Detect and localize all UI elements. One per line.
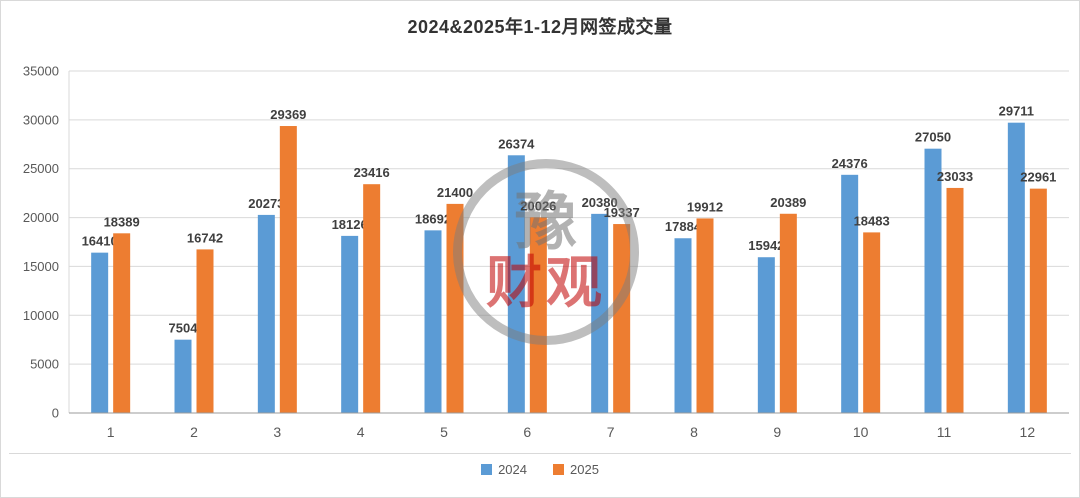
bar-value-label-2024-month-11: 27050: [915, 130, 951, 145]
bar-value-label-2025-month-9: 20389: [770, 195, 806, 210]
bar-2025-month-11: [946, 187, 964, 413]
x-axis-tick-label: 3: [273, 424, 281, 440]
bar-2024-month-2: [174, 339, 192, 413]
bar-2025-month-12: [1029, 188, 1047, 413]
bar-2024-month-9: [757, 257, 775, 413]
bar-value-label-2024-month-3: 20273: [248, 196, 284, 211]
bar-2024-month-4: [341, 235, 359, 413]
legend-item-2025: 2025: [553, 462, 599, 477]
x-axis-tick-label: 7: [607, 424, 615, 440]
bar-value-label-2024-month-9: 15942: [748, 238, 784, 253]
x-axis-tick-label: 9: [773, 424, 781, 440]
bar-2025-month-4: [363, 184, 381, 413]
bar-2024-month-12: [1007, 122, 1025, 413]
bar-value-label-2025-month-12: 22961: [1020, 170, 1056, 185]
bar-2024-month-8: [674, 238, 692, 413]
x-axis-tick-label: 10: [853, 424, 869, 440]
bar-2024-month-10: [841, 174, 859, 413]
y-axis-tick-label: 20000: [23, 210, 59, 225]
legend-label-2024: 2024: [498, 462, 527, 477]
bar-value-label-2024-month-4: 18126: [332, 217, 368, 232]
bar-value-label-2024-month-8: 17884: [665, 219, 702, 234]
bar-value-label-2025-month-5: 21400: [437, 185, 473, 200]
y-axis-tick-label: 25000: [23, 161, 59, 176]
y-axis-tick-label: 30000: [23, 112, 59, 127]
bar-2025-month-2: [196, 249, 214, 413]
bar-value-label-2024-month-5: 18692: [415, 211, 451, 226]
bar-value-label-2024-month-12: 29711: [999, 104, 1034, 119]
bar-value-label-2025-month-11: 23033: [937, 169, 973, 184]
bar-value-label-2025-month-6: 20026: [520, 198, 556, 213]
bar-value-label-2025-month-10: 18483: [854, 213, 890, 228]
bar-2024-month-3: [257, 214, 275, 413]
bar-2024-month-7: [591, 213, 609, 413]
bar-2025-month-9: [779, 213, 797, 413]
bar-2024-month-6: [507, 155, 525, 414]
x-axis-tick-label: 12: [1020, 424, 1036, 440]
y-axis-tick-label: 10000: [23, 308, 59, 323]
bar-2025-month-6: [529, 217, 547, 413]
legend-swatch-2025: [553, 464, 564, 475]
bar-value-label-2025-month-2: 16742: [187, 230, 223, 245]
legend-item-2024: 2024: [481, 462, 527, 477]
chart-title: 2024&2025年1-12月网签成交量: [407, 17, 673, 37]
legend-swatch-2024: [481, 464, 493, 475]
legend-divider: [9, 453, 1071, 454]
bar-value-label-2024-month-6: 26374: [498, 136, 535, 151]
bar-value-label-2025-month-8: 19912: [687, 199, 723, 214]
bar-2024-month-11: [924, 148, 942, 413]
legend-label-2025: 2025: [570, 462, 599, 477]
bar-value-label-2024-month-1: 16410: [82, 234, 118, 249]
x-axis-tick-label: 1: [107, 424, 115, 440]
bar-value-label-2024-month-2: 7504: [169, 321, 199, 336]
bar-2025-month-3: [279, 126, 297, 413]
y-axis-tick-label: 15000: [23, 259, 59, 274]
bar-value-label-2024-month-7: 20380: [582, 195, 618, 210]
x-axis-tick-label: 2: [190, 424, 198, 440]
x-axis-tick-label: 4: [357, 424, 365, 440]
bar-2025-month-7: [613, 224, 631, 413]
bar-2025-month-1: [113, 233, 131, 413]
x-axis-tick-label: 6: [523, 424, 531, 440]
legend: 2024 2025: [1, 462, 1079, 477]
bar-2025-month-10: [863, 232, 881, 413]
bar-value-label-2025-month-4: 23416: [354, 165, 390, 180]
y-axis-tick-label: 35000: [23, 64, 59, 79]
bar-value-label-2024-month-10: 24376: [832, 156, 868, 171]
bar-value-label-2025-month-7: 19337: [604, 205, 640, 220]
x-axis-tick-label: 11: [937, 424, 952, 440]
bar-2025-month-8: [696, 218, 714, 413]
bar-value-label-2025-month-1: 18389: [104, 214, 140, 229]
bar-2024-month-5: [424, 230, 442, 413]
y-axis-tick-label: 5000: [30, 357, 59, 372]
x-axis-tick-label: 5: [440, 424, 448, 440]
bar-2025-month-5: [446, 203, 464, 413]
x-axis-tick-label: 8: [690, 424, 698, 440]
bar-2024-month-1: [91, 252, 109, 413]
bar-value-label-2025-month-3: 29369: [270, 107, 306, 122]
y-axis-tick-label: 0: [52, 406, 59, 421]
